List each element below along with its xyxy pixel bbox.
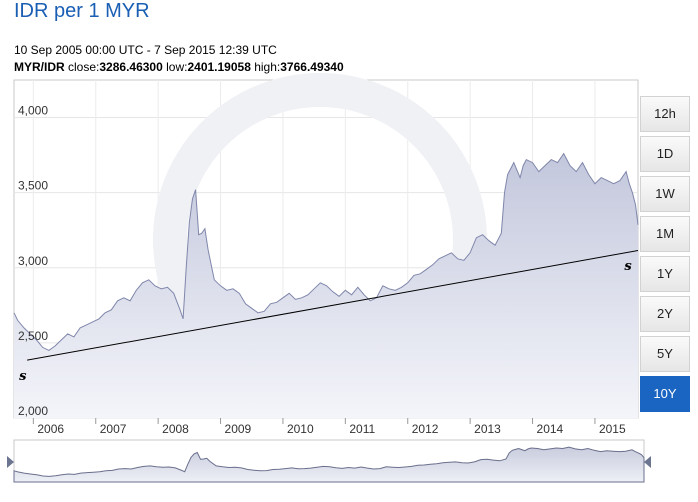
trend-line bbox=[27, 250, 639, 361]
navigator[interactable] bbox=[7, 439, 651, 483]
navigator-handle-right-icon bbox=[644, 456, 651, 468]
high-label: high: bbox=[254, 60, 281, 74]
range-button-1d[interactable]: 1D bbox=[640, 136, 690, 172]
range-button-1y[interactable]: 1Y bbox=[640, 256, 690, 292]
series-line bbox=[13, 152, 639, 351]
low-value: 2401.19058 bbox=[187, 60, 251, 74]
close-label: close: bbox=[68, 60, 100, 74]
y-tick-label: 4,000 bbox=[18, 104, 48, 118]
y-tick-label: 2,000 bbox=[18, 404, 48, 418]
x-tick-label: 2006 bbox=[37, 422, 64, 436]
x-tick-label: 2007 bbox=[100, 422, 127, 436]
navigator-series bbox=[13, 446, 645, 483]
low-label: low: bbox=[166, 60, 188, 74]
pair-label: MYR/IDR bbox=[14, 60, 65, 74]
x-tick-label: 2011 bbox=[349, 422, 375, 436]
x-tick-label: 2014 bbox=[537, 422, 564, 436]
annotation-label: s bbox=[19, 369, 27, 384]
annotation-label: s bbox=[624, 259, 632, 274]
x-axis: 2006 2007 2008 2009 2010 2011 2012 2013 2014 2015 bbox=[32, 418, 626, 436]
range-button-1m[interactable]: 1M bbox=[640, 216, 690, 252]
navigator-handle-left-icon bbox=[7, 456, 14, 468]
chart-title: IDR per 1 MYR bbox=[14, 0, 150, 22]
x-tick-label: 2013 bbox=[474, 422, 501, 436]
y-tick-label: 2,500 bbox=[18, 329, 48, 343]
stats-line: MYR/IDR close:3286.46300 low:2401.19058 … bbox=[14, 60, 344, 74]
x-tick-label: 2012 bbox=[412, 422, 439, 436]
range-button-10y[interactable]: 10Y bbox=[640, 376, 690, 412]
range-button-2y[interactable]: 2Y bbox=[640, 296, 690, 332]
x-tick-label: 2010 bbox=[287, 422, 314, 436]
date-range: 10 Sep 2005 00:00 UTC - 7 Sep 2015 12:39… bbox=[14, 43, 277, 57]
x-tick-label: 2008 bbox=[162, 422, 189, 436]
x-tick-label: 2015 bbox=[599, 422, 626, 436]
high-value: 3766.49340 bbox=[280, 60, 344, 74]
range-button-12h[interactable]: 12h bbox=[640, 96, 690, 132]
x-tick-label: 2009 bbox=[225, 422, 252, 436]
y-axis: 2,000 2,500 3,000 3,500 4,000 bbox=[18, 104, 48, 418]
annotations: ss bbox=[19, 259, 632, 384]
range-button-1w[interactable]: 1W bbox=[640, 176, 690, 212]
y-tick-label: 3,000 bbox=[18, 254, 48, 268]
close-value: 3286.46300 bbox=[99, 60, 163, 74]
range-button-5y[interactable]: 5Y bbox=[640, 336, 690, 372]
y-tick-label: 3,500 bbox=[18, 179, 48, 193]
